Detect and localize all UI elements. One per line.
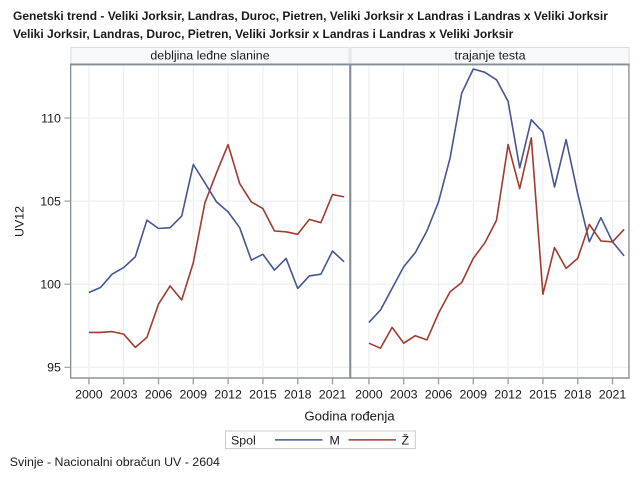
svg-text:95: 95 [47, 361, 61, 375]
svg-text:2018: 2018 [284, 388, 312, 402]
svg-text:2015: 2015 [529, 388, 557, 402]
svg-text:2021: 2021 [599, 388, 627, 402]
svg-text:trajanje testa: trajanje testa [455, 49, 526, 63]
svg-text:M: M [330, 433, 340, 447]
svg-text:Godina rođenja: Godina rođenja [304, 408, 395, 423]
svg-text:Ž: Ž [402, 432, 410, 447]
svg-text:100: 100 [40, 278, 61, 292]
svg-text:2018: 2018 [564, 388, 592, 402]
svg-text:2006: 2006 [425, 388, 453, 402]
svg-text:2003: 2003 [110, 388, 138, 402]
svg-text:2012: 2012 [494, 388, 522, 402]
svg-text:UV12: UV12 [12, 206, 26, 237]
svg-text:2009: 2009 [460, 388, 488, 402]
svg-text:2021: 2021 [319, 388, 347, 402]
svg-text:2003: 2003 [390, 388, 418, 402]
svg-text:2009: 2009 [180, 388, 208, 402]
svg-text:2000: 2000 [75, 388, 103, 402]
svg-text:Genetski trend - Veliki Jorksi: Genetski trend - Veliki Jorksir, Landras… [13, 9, 608, 23]
svg-text:Svinje - Nacionalni obračun UV: Svinje - Nacionalni obračun UV - 2604 [10, 455, 220, 469]
svg-text:2006: 2006 [145, 388, 173, 402]
svg-text:110: 110 [41, 111, 61, 125]
svg-text:2015: 2015 [249, 388, 277, 402]
svg-text:2000: 2000 [355, 388, 383, 402]
svg-text:2012: 2012 [214, 388, 242, 402]
svg-text:Spol: Spol [231, 433, 256, 447]
svg-text:Veliki Jorksir, Landras, Duroc: Veliki Jorksir, Landras, Duroc, Pietren,… [13, 27, 514, 41]
svg-text:debljina leđne slanine: debljina leđne slanine [150, 49, 269, 63]
svg-text:105: 105 [40, 194, 61, 208]
